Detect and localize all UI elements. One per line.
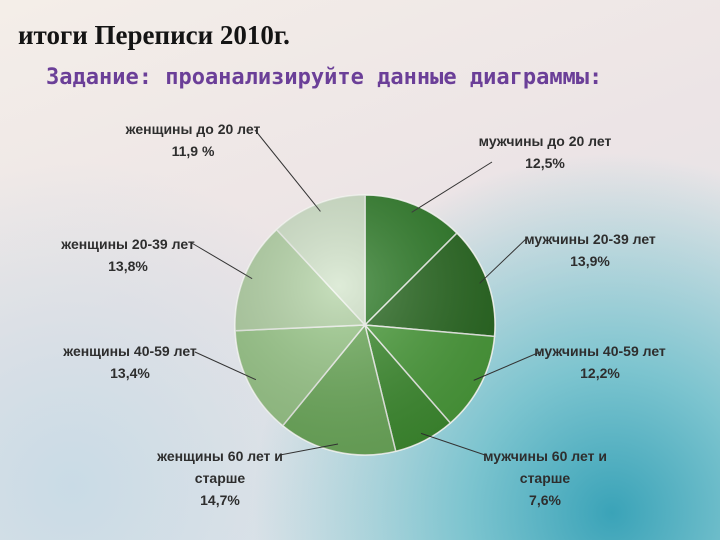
value-label: 7,6%: [529, 492, 561, 508]
category-label: мужчины 60 лет и старше: [483, 448, 607, 486]
data-label: мужчины 60 лет и старше 7,6%: [470, 445, 620, 511]
data-label: женщины 40-59 лет 13,4%: [55, 340, 205, 384]
category-label: мужчины 40-59 лет: [534, 343, 666, 359]
data-label: мужчины 20-39 лет 13,9%: [515, 228, 665, 272]
title: итоги Переписи 2010г.: [18, 20, 290, 50]
value-label: 13,8%: [108, 258, 148, 274]
category-label: женщины 40-59 лет: [63, 343, 197, 359]
data-label: женщины 60 лет и старше 14,7%: [145, 445, 295, 511]
data-label: женщины 20-39 лет 13,8%: [53, 233, 203, 277]
category-label: женщины 60 лет и старше: [157, 448, 283, 486]
value-label: 13,9%: [570, 253, 610, 269]
value-label: 14,7%: [200, 492, 240, 508]
subtitle: Задание: проанализируйте данные диаграмм…: [46, 65, 603, 90]
category-label: мужчины 20-39 лет: [524, 231, 656, 247]
data-label: мужчины 40-59 лет 12,2%: [525, 340, 675, 384]
category-label: мужчины до 20 лет: [478, 133, 612, 149]
data-label: мужчины до 20 лет 12,5%: [470, 130, 620, 174]
value-label: 11,9 %: [171, 143, 215, 159]
data-label: женщины до 20 лет 11,9 %: [118, 118, 268, 162]
value-label: 12,2%: [580, 365, 620, 381]
category-label: женщины до 20 лет: [125, 121, 261, 137]
value-label: 13,4%: [110, 365, 150, 381]
category-label: женщины 20-39 лет: [61, 236, 195, 252]
value-label: 12,5%: [525, 155, 565, 171]
